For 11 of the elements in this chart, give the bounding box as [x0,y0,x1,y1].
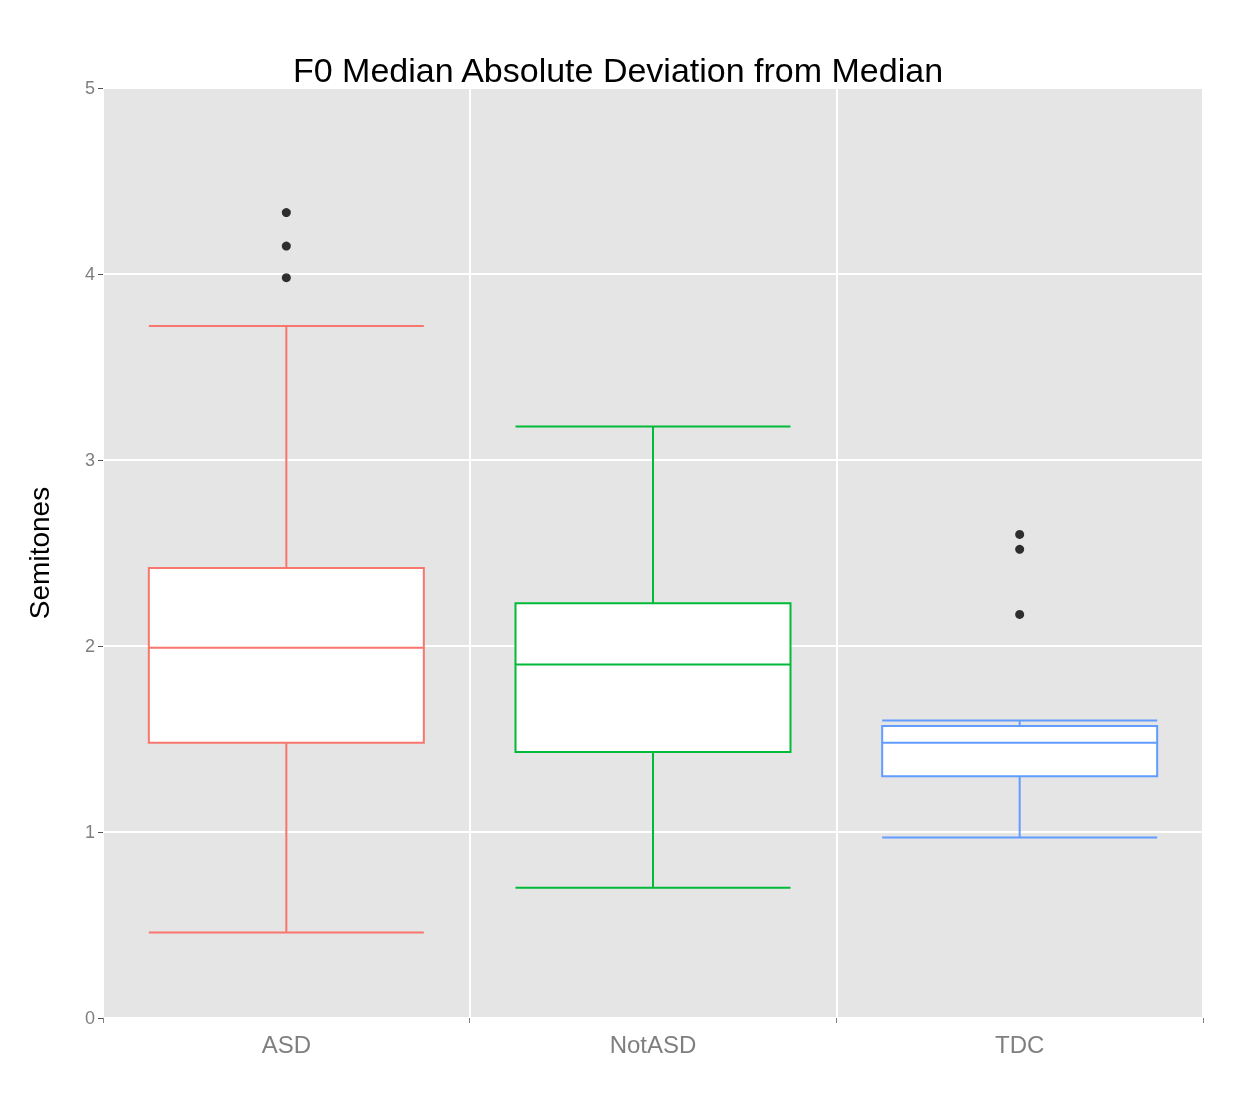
chart-title: F0 Median Absolute Deviation from Median [292,51,944,89]
y-tick-label: 3 [84,450,95,470]
x-tick-label: ASD [261,1030,312,1058]
y-tick-label: 2 [84,636,95,656]
y-tick-label: 1 [84,822,95,842]
y-tick-label: 5 [84,78,95,98]
x-tick-label: TDC [995,1030,1045,1058]
y-tick-label: 4 [84,264,95,284]
y-axis-title: Semitones [23,486,55,620]
x-tick-label: NotASD [609,1030,697,1058]
y-tick-label: 0 [84,1008,95,1028]
